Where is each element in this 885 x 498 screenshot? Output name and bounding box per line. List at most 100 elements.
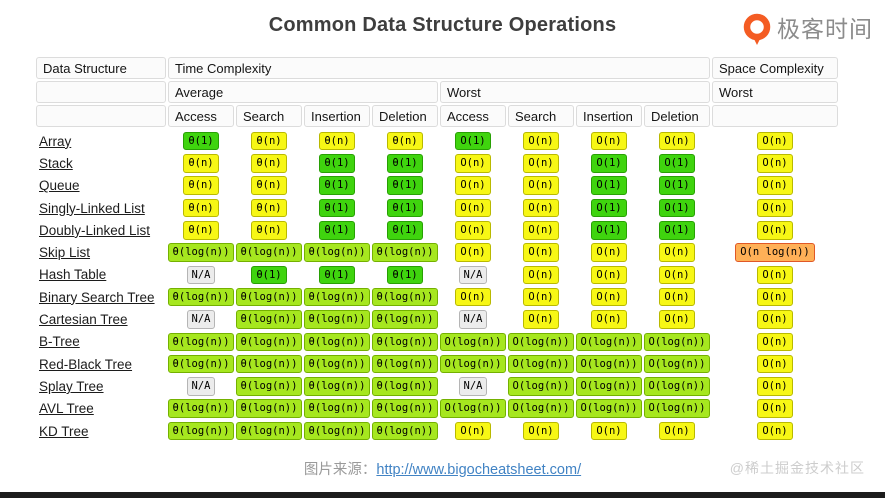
complexity-cell: O(n)	[440, 286, 506, 308]
complexity-badge: O(n)	[659, 265, 695, 285]
complexity-cell: θ(log(n))	[235, 308, 303, 330]
data-structure-link[interactable]: Stack	[39, 155, 73, 171]
complexity-cell: θ(log(n))	[235, 398, 303, 420]
row-label-cell: Red-Black Tree	[36, 353, 166, 375]
data-structure-link[interactable]: Skip List	[39, 245, 91, 261]
complexity-cell: O(log(n))	[643, 331, 711, 353]
complexity-badge: θ(n)	[251, 176, 287, 195]
complexity-cell: O(log(n))	[507, 398, 575, 420]
complexity-cell: O(log(n))	[643, 375, 711, 397]
row-label-cell: Splay Tree	[36, 375, 166, 397]
complexity-badge: θ(n)	[183, 154, 219, 173]
col-header-average: Average	[168, 81, 438, 103]
complexity-badge: θ(log(n))	[371, 354, 439, 374]
data-structure-link[interactable]: KD Tree	[39, 423, 89, 439]
complexity-badge: N/A	[458, 377, 488, 396]
complexity-badge: N/A	[186, 310, 216, 329]
table-row: Splay Tree N/A θ(log(n)) θ(log(n)) θ(log(n))…	[36, 375, 838, 397]
complexity-cell: θ(1)	[236, 264, 302, 286]
row-label-cell: Hash Table	[36, 264, 166, 286]
complexity-cell: N/A	[168, 264, 234, 286]
complexity-badge: O(n)	[659, 243, 695, 262]
complexity-cell: θ(1)	[168, 130, 234, 152]
complexity-badge: θ(1)	[319, 198, 355, 218]
complexity-cell: O(log(n))	[507, 375, 575, 397]
header-row-2: Average Worst Worst	[36, 81, 838, 103]
complexity-cell: O(n)	[508, 219, 574, 241]
complexity-cell: θ(n)	[304, 130, 370, 152]
header-row-3: Access Search Insertion Deletion Access …	[36, 105, 838, 127]
complexity-badge: θ(log(n))	[167, 354, 235, 374]
complexity-badge: O(1)	[659, 198, 695, 218]
complexity-badge: N/A	[458, 265, 488, 285]
complexity-badge: O(n)	[523, 310, 559, 329]
table-row: KD Tree θ(log(n)) θ(log(n)) θ(log(n)) θ(log(…	[36, 420, 838, 442]
complexity-cell: O(n)	[644, 308, 710, 330]
complexity-cell: N/A	[440, 308, 506, 330]
complexity-cell: θ(n)	[168, 175, 234, 197]
complexity-badge: θ(log(n))	[371, 243, 439, 262]
data-structure-link[interactable]: Doubly-Linked List	[39, 222, 151, 238]
complexity-badge: O(log(n))	[575, 332, 643, 352]
source-link[interactable]: http://www.bigocheatsheet.com/	[376, 462, 582, 478]
complexity-cell: θ(n)	[236, 197, 302, 219]
complexity-badge: O(n)	[757, 131, 793, 151]
complexity-badge: θ(log(n))	[167, 332, 235, 352]
complexity-cell: θ(1)	[304, 219, 370, 241]
complexity-badge: θ(log(n))	[235, 332, 303, 352]
complexity-badge: O(n)	[757, 221, 793, 240]
complexity-badge: θ(log(n))	[167, 287, 235, 307]
complexity-badge: θ(log(n))	[235, 287, 303, 307]
data-structure-link[interactable]: Splay Tree	[39, 378, 104, 394]
complexity-cell: θ(1)	[372, 219, 438, 241]
complexity-badge: θ(log(n))	[235, 421, 303, 441]
complexity-cell: O(n)	[644, 420, 710, 442]
data-structure-link[interactable]: Cartesian Tree	[39, 312, 128, 328]
complexity-cell: O(n)	[576, 241, 642, 263]
complexity-cell: θ(1)	[304, 152, 370, 174]
table-row: Red-Black Tree θ(log(n)) θ(log(n)) θ(log(n)…	[36, 353, 838, 375]
data-structure-link[interactable]: Singly-Linked List	[39, 200, 145, 216]
complexity-badge: O(n log(n))	[735, 243, 815, 262]
complexity-cell: θ(n)	[168, 152, 234, 174]
complexity-cell: O(n)	[712, 353, 838, 375]
complexity-cell: O(n)	[712, 152, 838, 174]
complexity-cell: N/A	[440, 375, 506, 397]
complexity-cell: O(n)	[712, 130, 838, 152]
complexity-cell: O(1)	[644, 197, 710, 219]
complexity-badge: O(n)	[455, 243, 491, 262]
data-structure-link[interactable]: B-Tree	[39, 334, 80, 350]
complexity-badge: O(log(n))	[643, 332, 711, 352]
complexity-badge: O(n)	[455, 176, 491, 195]
complexity-badge: θ(n)	[251, 131, 287, 151]
complexity-cell: θ(n)	[372, 130, 438, 152]
data-structure-link[interactable]: Array	[39, 133, 72, 149]
complexity-cell: O(log(n))	[575, 398, 643, 420]
complexity-badge: O(log(n))	[643, 399, 711, 418]
complexity-badge: θ(log(n))	[235, 243, 303, 262]
complexity-cell: O(n)	[440, 241, 506, 263]
data-structure-link[interactable]: AVL Tree	[39, 401, 94, 417]
row-label-cell: B-Tree	[36, 331, 166, 353]
complexity-cell: O(n)	[712, 197, 838, 219]
complexity-cell: O(1)	[576, 197, 642, 219]
complexity-cell: O(n)	[440, 420, 506, 442]
complexity-badge: θ(1)	[183, 131, 219, 151]
data-structure-link[interactable]: Hash Table	[39, 267, 107, 283]
data-structure-link[interactable]: Binary Search Tree	[39, 289, 155, 305]
complexity-badge: O(log(n))	[643, 377, 711, 396]
complexity-cell: θ(log(n))	[371, 286, 439, 308]
complexity-badge: θ(log(n))	[303, 421, 371, 441]
complexity-badge: O(log(n))	[439, 399, 507, 418]
complexity-badge: θ(log(n))	[303, 287, 371, 307]
complexity-cell: O(log(n))	[507, 331, 575, 353]
complexity-badge: O(n)	[523, 176, 559, 195]
data-structure-link[interactable]: Red-Black Tree	[39, 356, 133, 372]
complexity-cell: O(n)	[440, 197, 506, 219]
col-header-time-complexity: Time Complexity	[168, 57, 710, 79]
data-structure-link[interactable]: Queue	[39, 178, 80, 194]
brand-logo: 极客时间	[742, 13, 873, 46]
complexity-cell: O(1)	[644, 219, 710, 241]
complexity-badge: θ(1)	[387, 221, 423, 240]
